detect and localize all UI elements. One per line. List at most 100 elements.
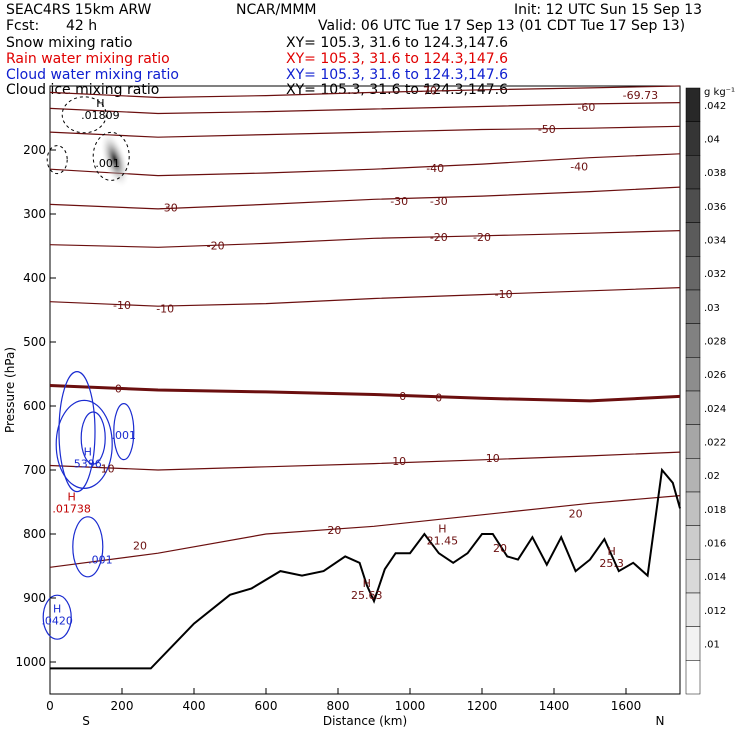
extremum-value: .01738 <box>52 502 91 515</box>
extremum-marker: H <box>67 490 75 503</box>
colorbar-swatch <box>685 323 701 358</box>
axes: 0 200 400 600 800 10 0 0 1200 1400 1600 200 300 400 50… <box>15 85 642 713</box>
contour-label: 20 <box>569 508 583 521</box>
contour-line-20 <box>49 495 681 568</box>
y-tick-label: 900 <box>23 591 46 605</box>
plot-frame <box>49 85 681 695</box>
y-tick-label: 800 <box>23 527 46 541</box>
fcst-label: Fcst: <box>6 18 39 34</box>
y-tick-label: 500 <box>23 335 46 349</box>
cloud-ice-blob <box>100 130 130 189</box>
y-tick-label: 600 <box>23 399 46 413</box>
colorbar-tick-label: .04 <box>704 135 720 146</box>
contour-label: -10 <box>495 288 513 301</box>
cloud-water-contour <box>42 594 72 640</box>
extrema-labels: H.01809.001H5396.001H.01738.001H.0420H25… <box>41 97 623 628</box>
cloud-water-contour <box>58 371 96 493</box>
contour-label: -60 <box>577 101 595 114</box>
contour-label: 0 <box>115 383 122 396</box>
contour-line--60 <box>49 102 681 115</box>
contour-label: -10 <box>156 303 174 316</box>
y-axis-label: Pressure (hPa) <box>3 347 17 433</box>
colorbar-swatch <box>685 424 701 459</box>
x-tick-label: 1600 <box>611 699 642 713</box>
colorbar-swatch <box>685 491 701 526</box>
x-tick-label: 200 <box>111 699 134 713</box>
colorbar-swatch <box>685 222 701 257</box>
colorbar-swatch <box>685 626 701 661</box>
colorbar-swatch <box>685 256 701 291</box>
colorbar-tick-label: .034 <box>704 236 726 247</box>
extremum-value: .001 <box>88 554 113 567</box>
valid-time: Valid: 06 UTC Tue 17 Sep 13 (01 CDT Tue … <box>318 18 685 34</box>
field-rain-name: Rain water mixing ratio <box>6 51 170 67</box>
contour-label: -50 <box>538 123 556 136</box>
contour-label: 10 <box>392 455 406 468</box>
colorbar-tick-label: .024 <box>704 404 726 415</box>
cloud-ice-contour <box>92 131 130 181</box>
colorbar-swatch <box>685 188 701 223</box>
y-tick-label: 300 <box>23 207 46 221</box>
field-snow-xy: XY= 105.3, 31.6 to 124.3,147.6 <box>286 35 508 51</box>
x-tick-label: 0 <box>46 699 54 713</box>
extremum-marker: H <box>96 97 104 110</box>
x-tick-label: 800 <box>327 699 350 713</box>
colorbar-swatch <box>685 357 701 392</box>
contour-line--10 <box>49 287 681 307</box>
fcst-value: 42 h <box>66 18 97 34</box>
contour-label: -30 <box>160 202 178 215</box>
org-title: NCAR/MMM <box>236 2 317 18</box>
colorbar-units: g kg⁻¹ <box>704 87 735 98</box>
contour-label: 20 <box>327 524 341 537</box>
colorbar: .042 .04 .038 .036 .034 .032 .03 .028 .026 .024 .0… <box>685 87 726 695</box>
y-tick-label: 200 <box>23 143 46 157</box>
field-rain-xy: XY= 105.3, 31.6 to 124.3,147.6 <box>286 51 508 67</box>
field-cloudice-name: Cloud ice mixing ratio <box>6 82 159 98</box>
x-tick-label: 1400 <box>539 699 570 713</box>
contour-labels: -69.73 -70 -60 -50 -40 -40 -30 -30 -30 -20 -20 -20 -… <box>101 84 659 555</box>
contour-line--40 <box>49 153 681 177</box>
extremum-marker: H <box>607 545 615 558</box>
y-tick-label: 400 <box>23 271 46 285</box>
extremum-marker: H <box>84 446 92 459</box>
colorbar-tick-label: .014 <box>704 572 726 583</box>
colorbar-swatch <box>685 390 701 425</box>
colorbar-swatch <box>685 525 701 560</box>
contour-line-10 <box>49 451 681 471</box>
contour-line-0 <box>49 384 681 403</box>
contour-label: -10 <box>113 299 131 312</box>
field-snow-name: Snow mixing ratio <box>6 35 132 51</box>
extremum-value: .01809 <box>81 109 120 122</box>
extremum-value: .0420 <box>41 614 73 627</box>
extremum-value: 25.63 <box>351 589 383 602</box>
extremum-value: 25.3 <box>599 557 624 570</box>
colorbar-tick-label: .022 <box>704 438 726 449</box>
cloud-water-contour <box>80 411 106 465</box>
cloud-ice-contour <box>46 145 68 175</box>
contour-line--50 <box>49 125 681 138</box>
colorbar-swatch <box>685 87 701 122</box>
extremum-marker: H <box>438 522 446 535</box>
cloud-water-contour <box>72 516 104 578</box>
x-axis-label: Distance (km) <box>323 714 407 728</box>
colorbar-tick-label: .02 <box>704 471 720 482</box>
colorbar-tick-label: .03 <box>704 303 720 314</box>
contour-label: 0 <box>435 392 442 405</box>
contour-label: -70 <box>419 84 437 97</box>
x-tick-label: 400 <box>183 699 206 713</box>
x-tick-label: 600 <box>255 699 278 713</box>
contour-label: 10 <box>486 452 500 465</box>
colorbar-tick-label: .038 <box>704 168 726 179</box>
contour-label: -20 <box>207 239 225 252</box>
end-label-south: S <box>82 714 90 728</box>
contour-line--30 <box>49 186 681 210</box>
cloud-ice-shading <box>42 96 135 640</box>
terrain-profile <box>50 467 681 670</box>
colorbar-swatch <box>685 155 701 190</box>
colorbar-tick-label: .016 <box>704 539 726 550</box>
colorbar-swatch <box>685 121 701 156</box>
x-tick-label: 1200 <box>467 699 498 713</box>
extremum-marker: H <box>53 602 61 615</box>
field-cloudwater-name: Cloud water mixing ratio <box>6 67 179 83</box>
